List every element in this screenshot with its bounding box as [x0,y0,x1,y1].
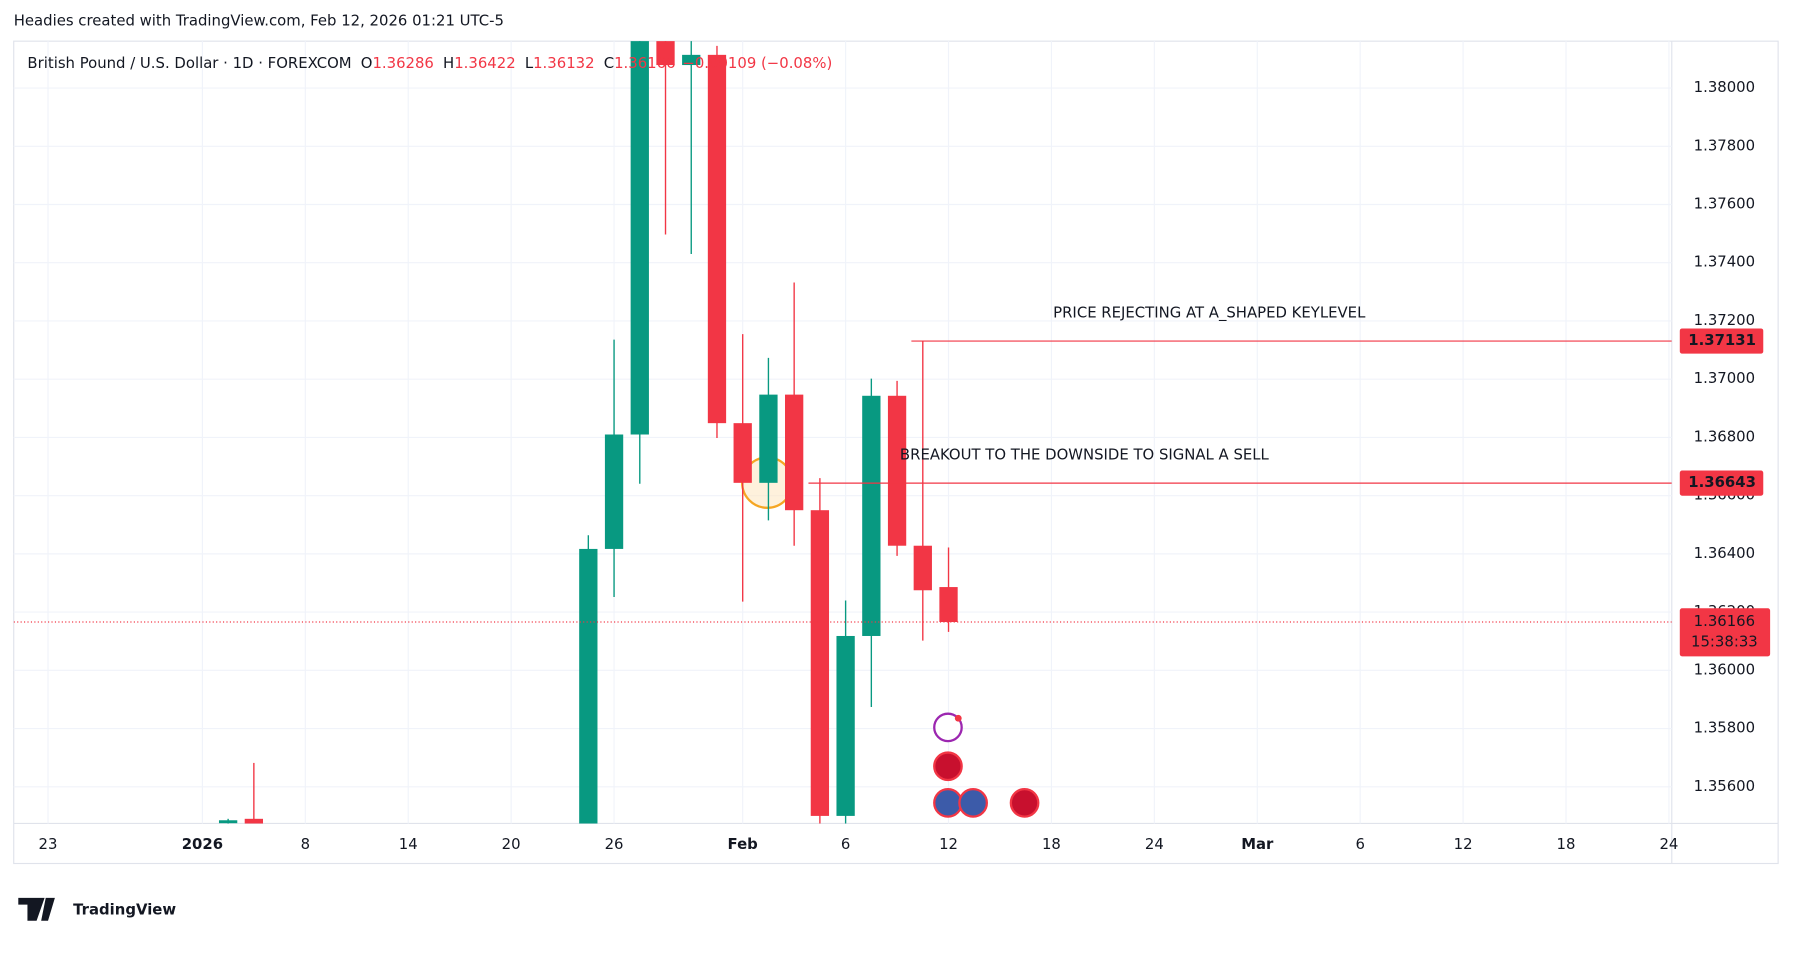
flag-icon [933,788,963,818]
candle-body [939,587,958,623]
ohlc-key: L [525,54,534,72]
flag-icon [1009,788,1040,818]
x-tick-label: 6 [841,835,850,853]
price-label-box [1679,470,1764,496]
event-icon [933,712,963,743]
y-tick-label: 1.37400 [1694,253,1755,271]
y-tick-label: 1.35600 [1694,777,1755,795]
y-tick-label: 1.37000 [1694,369,1755,387]
last-price-label: 1.36166 [1694,612,1755,630]
annotation: BREAKOUT TO THE DOWNSIDE TO SIGNAL A SEL… [900,446,1270,464]
price-label-box [1679,328,1764,354]
y-tick-label: 1.37200 [1694,311,1755,329]
axes: 1.356001.358001.360001.362001.364001.366… [39,78,1756,853]
x-tick-label: 18 [1557,835,1576,853]
logo: TradingView [18,897,176,921]
flag-icon [933,751,963,782]
ohlc-value: 1.36286 [372,54,433,72]
candle-body [913,545,932,591]
x-tick-label: 2026 [182,835,223,853]
x-tick-label: 24 [1145,835,1164,853]
flag-icon [958,788,988,818]
x-tick-label: 26 [605,835,624,853]
x-tick-label: 6 [1355,835,1364,853]
y-tick-label: 1.36000 [1694,660,1755,678]
chart-frame [13,40,1779,865]
x-tick-label: 20 [502,835,521,853]
candle-body [656,41,675,66]
caption: Headies created with TradingView.com, Fe… [14,12,504,30]
x-tick-label: 12 [939,835,958,853]
logo-mark [18,897,55,921]
candle-body [244,818,264,824]
x-tick-label: Feb [728,835,758,853]
x-tick-label: 12 [1454,835,1473,853]
y-tick-label: 1.38000 [1694,78,1755,96]
x-tick-label: Mar [1241,835,1274,853]
candle-body [604,434,624,549]
x-tick-label: 14 [399,835,418,853]
y-tick-label: 1.37600 [1694,195,1755,213]
candle-body [630,41,649,435]
annotation: PRICE REJECTING AT A_SHAPED KEYLEVEL [1053,304,1366,322]
event-icons [933,712,1040,818]
ohlc-value: 1.36132 [533,54,594,72]
ohlc-value: 1.36166 [614,54,675,72]
change: −0.00109 (−0.08%) [682,54,832,72]
candle-body [682,54,701,66]
y-tick-label: 1.37800 [1694,136,1755,154]
candle-body [579,548,598,824]
candle-body [218,820,238,824]
y-tick-label: 1.36800 [1694,427,1755,445]
candle-body [810,510,830,816]
ohlc-key: O [361,54,373,72]
countdown: 15:38:33 [1691,633,1758,651]
ohlc-key: C [604,54,614,72]
x-tick-label: 24 [1659,835,1678,853]
candle-body [887,395,907,546]
ohlc-value: 1.36422 [454,54,515,72]
candle-body [759,394,778,483]
candle-body [733,423,752,483]
plot [13,41,1672,824]
y-tick-label: 1.35800 [1694,719,1755,737]
symbol: British Pound / U.S. Dollar · 1D · FOREX… [27,54,351,72]
price-label: 1.37131 [1688,331,1756,349]
last-price-box [1679,608,1771,657]
candle-body [707,54,727,424]
x-tick-label: 23 [39,835,58,853]
logo-text: TradingView [73,900,176,918]
candle-body [836,635,855,816]
candle-body [785,394,804,511]
ohlc-key: H [443,54,454,72]
x-tick-label: 18 [1042,835,1061,853]
y-tick-label: 1.36400 [1694,544,1755,562]
legend-header: British Pound / U.S. Dollar · 1D · FOREX… [27,54,832,72]
x-tick-label: 8 [301,835,310,853]
price-label: 1.36643 [1688,473,1756,491]
event-dot [954,714,962,722]
candle-body [862,395,881,636]
